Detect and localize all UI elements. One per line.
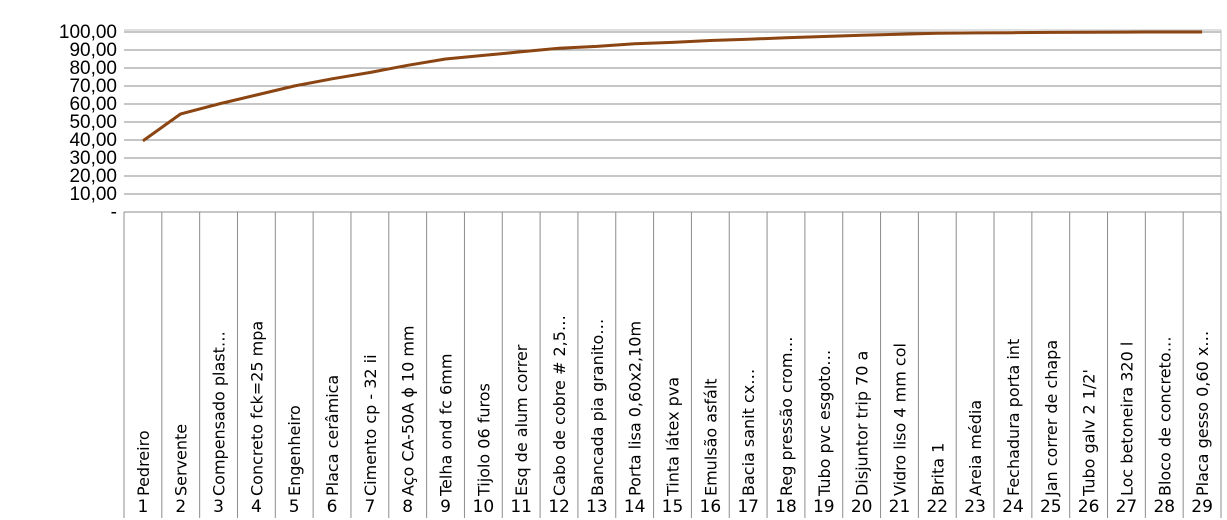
y-tick-label: 50,00 [69, 112, 117, 133]
category-number: 29 [1191, 497, 1213, 517]
gridlines [124, 29, 1222, 212]
y-tick-label: 30,00 [69, 148, 117, 169]
category-labels: Pedreiro Servente Compensado plast… Concret… [134, 315, 1212, 497]
y-tick-label: 60,00 [69, 94, 117, 115]
category-number: 7 [364, 497, 375, 517]
y-tick-label: 40,00 [69, 130, 117, 151]
category-label: Loc betoneira 320 l [1117, 342, 1136, 496]
category-number: 24 [1002, 497, 1024, 517]
category-number: 5 [289, 497, 300, 517]
category-label: Pedreiro [134, 430, 153, 496]
category-number: 20 [851, 497, 873, 517]
y-tick-label: 80,00 [69, 58, 117, 79]
y-tick-label: 10,00 [69, 184, 117, 205]
category-number: 25 [1040, 497, 1062, 517]
category-label: Brita 1 [928, 443, 947, 496]
category-number: 8 [402, 497, 413, 517]
category-label: Engenheiro [285, 405, 304, 496]
category-label: Aço CA-50A ϕ 10 mm [399, 325, 418, 496]
category-number: 19 [813, 497, 835, 517]
category-number: 28 [1153, 497, 1175, 517]
category-number: 22 [926, 497, 948, 517]
category-number: 23 [964, 497, 986, 517]
category-number: 3 [213, 497, 224, 517]
y-tick-label: 70,00 [69, 76, 117, 97]
category-number: 18 [775, 497, 797, 517]
category-label: Compensado plast… [210, 331, 229, 496]
category-number: 10 [473, 497, 495, 517]
category-label: Placa gesso 0,60 x… [1193, 331, 1212, 496]
category-label: Concreto fck=25 mpa [247, 321, 266, 496]
category-label: Placa cerâmica [323, 375, 342, 496]
category-label: Tubo galv 2 1/2' [1080, 369, 1099, 497]
category-number: 21 [889, 497, 911, 517]
y-tick-label: 90,00 [69, 40, 117, 61]
category-number: 15 [662, 497, 684, 517]
y-tick-label: 20,00 [69, 166, 117, 187]
category-number: 11 [510, 497, 532, 517]
category-number: 9 [440, 497, 451, 517]
category-label: Porta lisa 0,60x2,10m [626, 321, 645, 496]
category-label: Tubo pvc esgoto… [815, 350, 834, 497]
category-number: 27 [1116, 497, 1138, 517]
category-label: Esq de alum correr [512, 344, 531, 496]
category-label: Jan correr de chapa [1042, 340, 1061, 497]
category-label: Telha ond fc 6mm [437, 354, 456, 497]
category-table [123, 211, 1222, 518]
y-axis-tick-labels: -10,0020,0030,0040,0050,0060,0070,0080,0… [59, 22, 117, 223]
category-label: Emulsão asfált [701, 378, 720, 496]
category-number: 6 [327, 497, 338, 517]
category-label: Bloco de concreto… [1155, 336, 1174, 496]
cumulative-series-line [142, 30, 1203, 143]
category-label: Vidro liso 4 mm col [890, 343, 909, 496]
category-number: 12 [548, 497, 570, 517]
category-label: Bancada pia granito… [588, 319, 607, 496]
category-label: Tijolo 06 furos [474, 383, 493, 497]
category-label: Fechadura porta int [1004, 339, 1023, 496]
category-label: Cimento cp - 32 ii [361, 354, 380, 496]
category-number: 13 [586, 497, 608, 517]
category-number: 1 [137, 497, 148, 517]
y-tick-label: 100,00 [59, 22, 117, 43]
category-label: Servente [172, 424, 191, 496]
category-number: 14 [624, 497, 646, 517]
category-number: 26 [1078, 497, 1100, 517]
category-label: Tinta látex pva [664, 377, 683, 497]
category-number: 4 [251, 497, 262, 517]
category-label: Reg pressão crom… [777, 337, 796, 496]
category-number: 16 [700, 497, 722, 517]
category-label: Cabo de cobre # 2,5… [550, 315, 569, 496]
y-tick-label: - [111, 202, 117, 223]
category-label: Areia média [966, 400, 985, 496]
category-number: 2 [175, 497, 186, 517]
category-label: Bacia sanit cx… [739, 369, 758, 496]
category-numbers: 1 2 3 4 5 6 7 8 9 10 11 12 13 14 15 16 17 18 19 20 21 22 23 24 2… [137, 497, 1212, 517]
category-label: Disjuntor trip 70 a [853, 351, 872, 496]
category-number: 17 [737, 497, 759, 517]
